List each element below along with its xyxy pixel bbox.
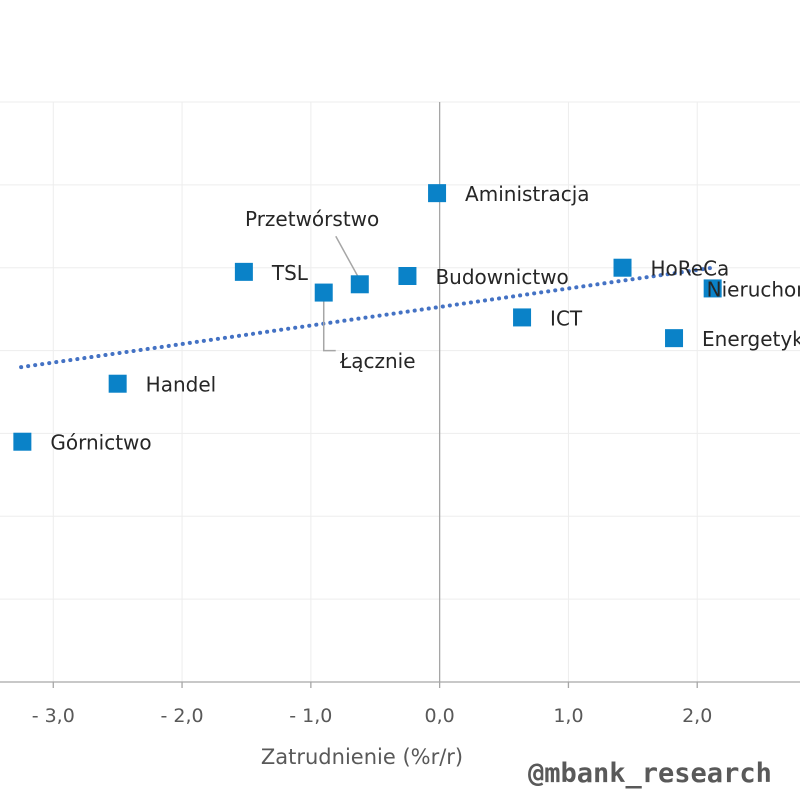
x-tick-label: 1,0 [553, 705, 583, 727]
point-label: HoReCa [651, 257, 730, 281]
x-tick-label: - 1,0 [289, 705, 332, 727]
axes [0, 102, 800, 688]
watermark: @mbank_research [528, 758, 772, 789]
data-point [428, 184, 447, 203]
x-tick-label: 0,0 [425, 705, 455, 727]
point-label: TSL [271, 261, 309, 285]
x-axis-label: Zatrudnienie (%r/r) [261, 745, 463, 769]
point-label: Budownictwo [435, 265, 568, 289]
data-point [513, 308, 532, 327]
x-tick-labels: - 3,0- 2,0- 1,00,01,02,03 [32, 705, 713, 727]
point-label: Handel [146, 373, 217, 397]
callout-line [322, 300, 336, 352]
data-point [613, 258, 632, 277]
trendline [19, 265, 715, 370]
point-labels: Aministracja Przetwórstwo TSL Łącznie Budown… [50, 182, 800, 455]
data-point [13, 432, 32, 451]
point-label: Łącznie [339, 349, 416, 373]
x-tick-label: - 2,0 [160, 705, 203, 727]
trendline-group [19, 265, 715, 370]
data-point [108, 374, 127, 393]
gridlines [0, 101, 800, 683]
callout-line [335, 235, 359, 277]
data-point [398, 267, 417, 285]
point-label: Energetyka [702, 327, 800, 351]
data-point [234, 262, 253, 281]
point-label: ICT [550, 306, 583, 330]
data-points [13, 184, 722, 451]
data-point [350, 275, 369, 294]
data-point [665, 329, 684, 348]
label-callouts [322, 235, 359, 352]
x-tick-label: 2,0 [682, 705, 712, 727]
point-label: Górnictwo [50, 431, 151, 455]
x-tick-label: - 3,0 [32, 705, 75, 727]
data-point [314, 283, 333, 302]
point-label: Aministracja [465, 182, 590, 206]
point-label: Przetwórstwo [245, 207, 379, 231]
point-label: Nieruchomości [707, 277, 800, 301]
data-point [703, 279, 722, 298]
